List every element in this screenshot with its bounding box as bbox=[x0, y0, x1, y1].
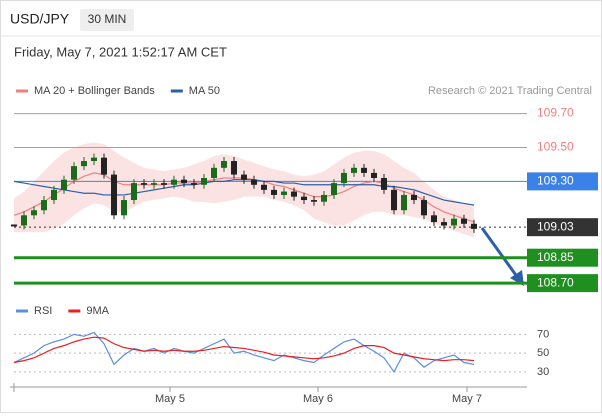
y-tick-label: 70 bbox=[537, 328, 549, 340]
candle bbox=[61, 179, 67, 190]
candle bbox=[421, 200, 427, 216]
level-label: 109.70 bbox=[537, 106, 574, 120]
candle bbox=[451, 218, 457, 226]
level-label: 109.30 bbox=[537, 174, 574, 188]
candle bbox=[161, 183, 167, 185]
x-tick-label: May 5 bbox=[155, 393, 185, 405]
candle bbox=[111, 174, 117, 216]
candle bbox=[171, 179, 177, 185]
level-box bbox=[527, 274, 598, 293]
candle bbox=[241, 174, 247, 180]
candle bbox=[31, 210, 37, 216]
candle bbox=[331, 183, 337, 195]
candle bbox=[231, 161, 237, 175]
candle bbox=[151, 183, 157, 185]
legend-label: 9MA bbox=[86, 305, 109, 317]
candle bbox=[401, 194, 407, 211]
candle bbox=[181, 179, 187, 184]
timeframe: 30 MIN bbox=[88, 12, 127, 26]
legend-label: MA 50 bbox=[189, 85, 220, 97]
candle bbox=[301, 196, 307, 201]
rsi-line bbox=[13, 336, 475, 364]
candle bbox=[461, 218, 467, 224]
candle bbox=[141, 183, 147, 185]
credit: Research © 2021 Trading Central bbox=[428, 85, 592, 97]
bollinger-band bbox=[14, 142, 474, 238]
candle bbox=[91, 157, 97, 162]
candle bbox=[371, 172, 377, 178]
level-label: 108.70 bbox=[537, 275, 574, 289]
candle bbox=[281, 191, 287, 195]
candle bbox=[391, 189, 397, 211]
timestamp: Friday, May 7, 2021 1:52:17 AM CET bbox=[14, 44, 227, 59]
candle bbox=[411, 194, 417, 201]
y-tick-label: 50 bbox=[537, 347, 549, 359]
candle bbox=[131, 183, 137, 201]
candle bbox=[381, 178, 387, 190]
timeframe-chip bbox=[80, 9, 134, 31]
candle bbox=[431, 215, 437, 223]
symbol: USD/JPY bbox=[10, 11, 70, 27]
legend-label: RSI bbox=[34, 305, 52, 317]
legend-label: MA 20 + Bollinger Bands bbox=[34, 85, 155, 97]
y-tick-label: 30 bbox=[537, 366, 549, 378]
level-box bbox=[527, 172, 598, 191]
candle bbox=[321, 194, 327, 202]
level-box bbox=[527, 218, 598, 237]
candle bbox=[261, 184, 267, 190]
x-tick-label: May 6 bbox=[303, 393, 333, 405]
rsi-line bbox=[13, 331, 475, 374]
candle bbox=[201, 178, 207, 185]
forecast-arrow bbox=[480, 227, 520, 279]
candle bbox=[291, 191, 297, 197]
candle bbox=[271, 189, 277, 195]
candle bbox=[441, 222, 447, 226]
candle bbox=[221, 161, 227, 168]
level-label: 109.03 bbox=[537, 219, 574, 233]
candle bbox=[121, 200, 127, 216]
level-label: 109.50 bbox=[537, 140, 574, 154]
candle bbox=[311, 200, 317, 202]
candle bbox=[191, 183, 197, 185]
candle bbox=[51, 189, 57, 201]
level-label: 108.85 bbox=[537, 250, 574, 264]
candle bbox=[101, 157, 107, 175]
candle bbox=[351, 167, 357, 173]
x-tick-label: May 7 bbox=[452, 393, 482, 405]
candle bbox=[361, 167, 367, 173]
candle bbox=[21, 215, 27, 226]
candle bbox=[211, 167, 217, 178]
candle bbox=[41, 200, 47, 211]
level-box bbox=[527, 248, 598, 267]
candle bbox=[71, 166, 77, 180]
candle bbox=[81, 161, 87, 167]
candle bbox=[471, 223, 477, 229]
candle bbox=[251, 179, 257, 185]
candle bbox=[341, 172, 347, 184]
